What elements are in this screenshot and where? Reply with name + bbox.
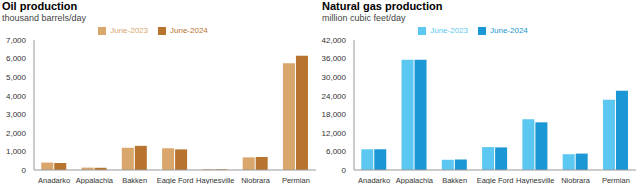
svg-text:Anadarko: Anadarko bbox=[358, 176, 390, 184]
svg-text:Permian: Permian bbox=[602, 176, 630, 184]
svg-text:Eagle Ford: Eagle Ford bbox=[157, 176, 194, 184]
svg-text:36,000: 36,000 bbox=[322, 54, 347, 63]
svg-text:30,000: 30,000 bbox=[322, 73, 347, 82]
svg-text:3,000: 3,000 bbox=[8, 110, 27, 119]
svg-text:0: 0 bbox=[342, 166, 347, 175]
svg-text:6,000: 6,000 bbox=[326, 147, 347, 156]
html-text:June-2023: June-2023 bbox=[110, 26, 148, 35]
svg-text:Niobrara: Niobrara bbox=[561, 176, 591, 184]
html-text:June-2023: June-2023 bbox=[430, 26, 468, 35]
svg-text:Haynesville: Haynesville bbox=[516, 176, 554, 184]
svg-text:Bakken: Bakken bbox=[122, 176, 147, 184]
svg-text:1,000: 1,000 bbox=[8, 147, 27, 156]
svg-text:Bakken: Bakken bbox=[442, 176, 467, 184]
html-text:Oil production: Oil production bbox=[2, 0, 78, 12]
svg-text:6,000: 6,000 bbox=[8, 54, 27, 63]
svg-text:12,000: 12,000 bbox=[322, 129, 347, 138]
svg-text:42,000: 42,000 bbox=[322, 36, 347, 45]
html-text:Natural gas production: Natural gas production bbox=[322, 0, 443, 12]
svg-text:24,000: 24,000 bbox=[322, 92, 347, 101]
html-text:June-2024: June-2024 bbox=[170, 26, 208, 35]
svg-text:5,000: 5,000 bbox=[8, 73, 27, 82]
html-text:June-2024: June-2024 bbox=[490, 26, 528, 35]
svg-text:4,000: 4,000 bbox=[8, 92, 27, 101]
svg-text:Appalachia: Appalachia bbox=[396, 176, 434, 184]
svg-text:2,000: 2,000 bbox=[8, 129, 27, 138]
svg-text:0: 0 bbox=[22, 166, 27, 175]
svg-text:Haynesville: Haynesville bbox=[196, 176, 234, 184]
svg-text:Anadarko: Anadarko bbox=[38, 176, 70, 184]
svg-text:7,000: 7,000 bbox=[8, 36, 27, 45]
svg-text:Eagle Ford: Eagle Ford bbox=[477, 176, 514, 184]
svg-text:Appalachia: Appalachia bbox=[76, 176, 114, 184]
html-text:million cubic feet/day: million cubic feet/day bbox=[322, 13, 406, 23]
svg-text:Niobrara: Niobrara bbox=[241, 176, 271, 184]
html-text:thousand barrels/day: thousand barrels/day bbox=[2, 13, 87, 23]
svg-text:Permian: Permian bbox=[282, 176, 310, 184]
svg-text:18,000: 18,000 bbox=[322, 110, 347, 119]
